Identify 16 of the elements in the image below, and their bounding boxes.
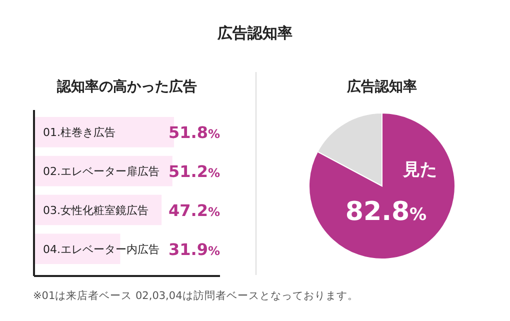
y-tick-label: 03.女性化粧室鏡広告 bbox=[43, 204, 148, 217]
data-label: 31.9% bbox=[168, 240, 220, 259]
bar bbox=[34, 234, 120, 264]
data-label: 51.2% bbox=[168, 162, 220, 182]
chart-title: 認知率の高かった広告 bbox=[56, 78, 197, 95]
chart-title: 広告認知率 bbox=[346, 78, 417, 95]
data-label: 47.2% bbox=[168, 200, 220, 220]
text: ※01は来店者ベース 02,03,04は訪問者ベースとなっております。 bbox=[33, 289, 358, 302]
text: 広告認知率 bbox=[216, 24, 292, 42]
y-tick-label: 04.エレベーター内広告 bbox=[43, 242, 160, 256]
data-label: 82.8% bbox=[345, 197, 427, 227]
pie-slice bbox=[308, 112, 456, 260]
slice-label: 見た bbox=[402, 160, 437, 180]
y-tick-label: 02.エレベーター扉広告 bbox=[43, 165, 160, 178]
y-tick-label: 01.柱巻き広告 bbox=[43, 126, 116, 140]
data-label: 51.8% bbox=[168, 123, 220, 142]
